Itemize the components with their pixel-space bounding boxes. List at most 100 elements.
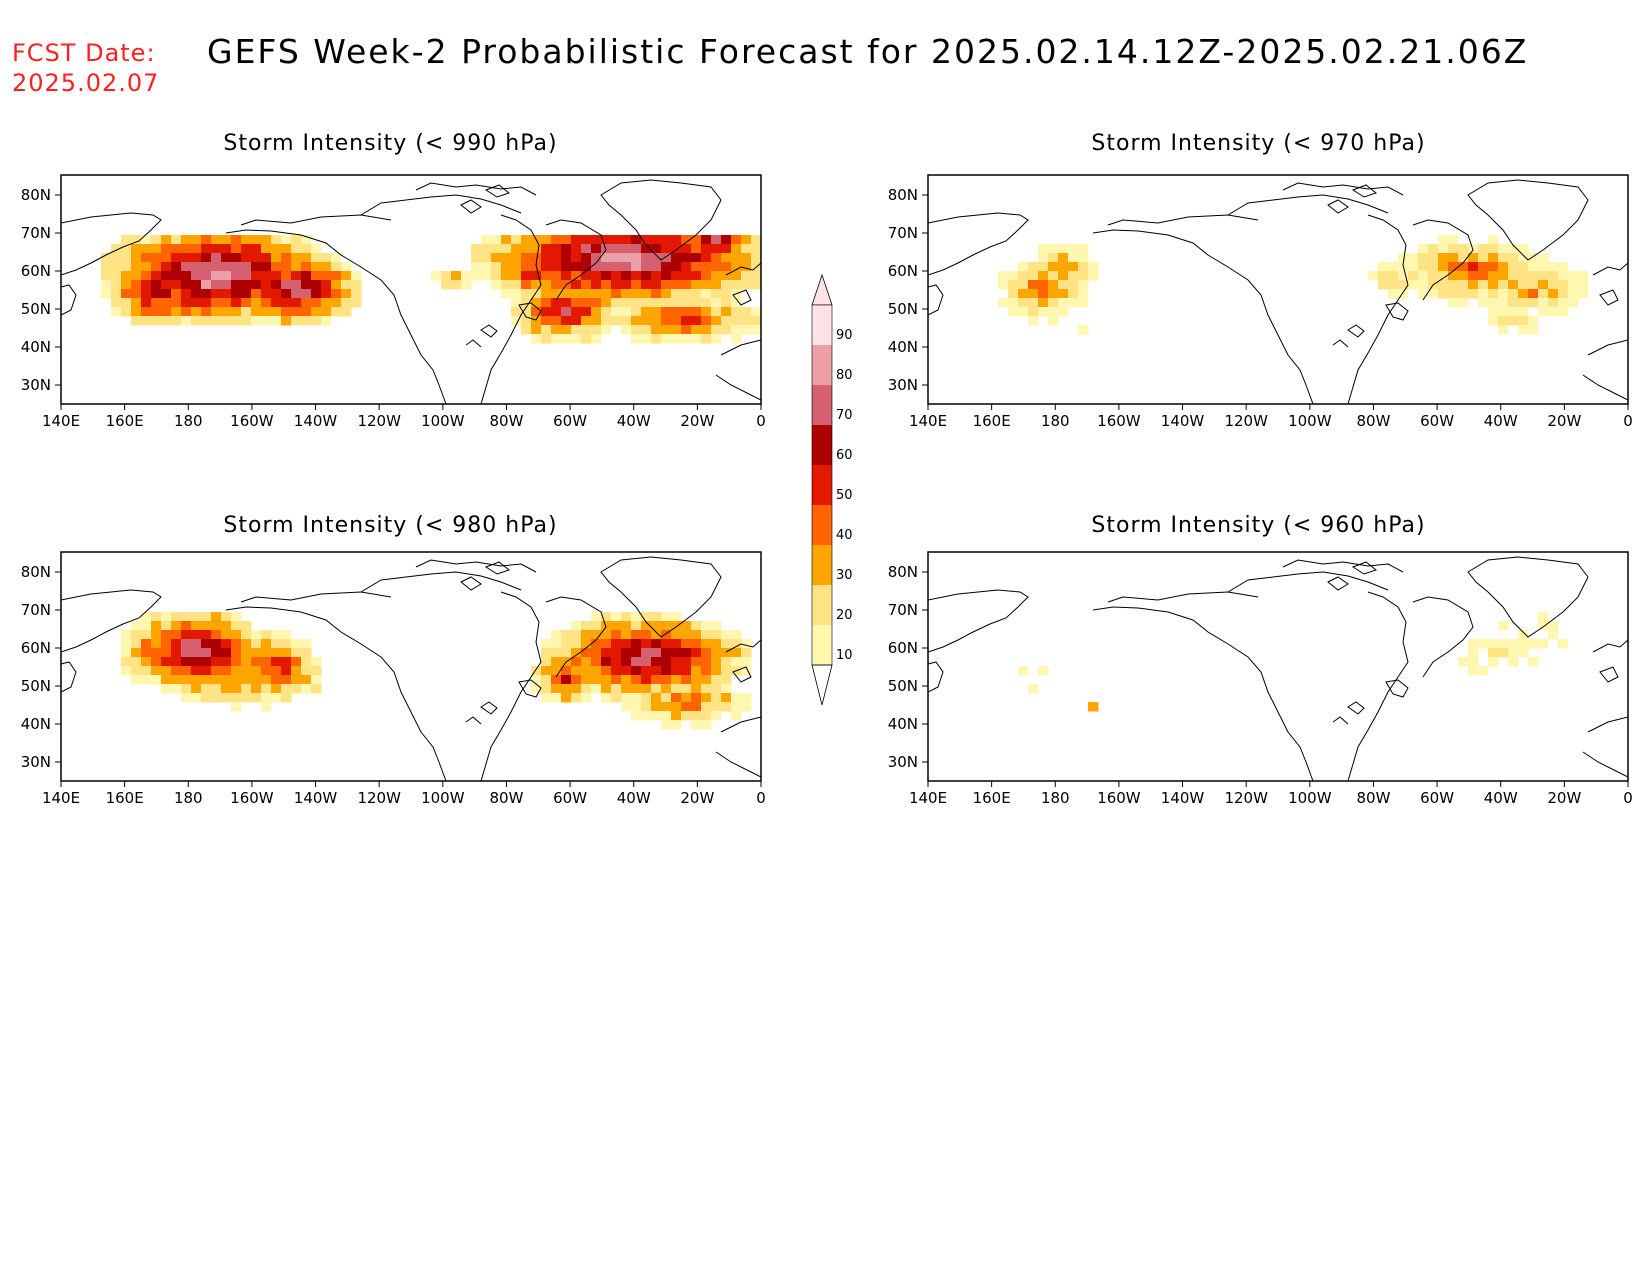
probability-cell — [711, 684, 722, 694]
lon-label: 180 — [1041, 789, 1070, 807]
probability-cell — [621, 639, 632, 649]
probability-cell — [221, 262, 232, 272]
probability-cell — [1508, 307, 1519, 317]
probability-cell — [171, 675, 182, 685]
probability-cell — [1448, 235, 1459, 245]
probability-cell — [231, 648, 242, 658]
probability-cell — [691, 711, 702, 721]
probability-cell — [151, 298, 162, 308]
probability-cell — [671, 720, 682, 730]
probability-cell — [181, 298, 192, 308]
probability-cell — [541, 666, 552, 676]
probability-cell — [611, 657, 622, 667]
probability-cell — [281, 316, 292, 326]
probability-cell — [271, 666, 282, 676]
probability-cell — [1418, 244, 1429, 254]
probability-cell — [441, 271, 452, 281]
probability-cell — [541, 316, 552, 326]
probability-cell — [201, 280, 212, 290]
probability-cell — [691, 307, 702, 317]
probability-cell — [131, 298, 142, 308]
probability-cell — [671, 648, 682, 658]
probability-cell — [221, 271, 232, 281]
probability-cell — [581, 253, 592, 263]
probability-cell — [1038, 271, 1049, 281]
probability-cell — [601, 262, 612, 272]
probability-cell — [1438, 253, 1449, 263]
probability-cell — [691, 235, 702, 245]
probability-cell — [301, 253, 312, 263]
probability-cell — [601, 280, 612, 290]
probability-cell — [161, 316, 172, 326]
probability-cell — [571, 657, 582, 667]
probability-cell — [661, 325, 672, 335]
probability-cell — [1538, 289, 1549, 299]
probability-cell — [731, 325, 742, 335]
probability-cell — [521, 271, 532, 281]
probability-cell — [741, 307, 752, 317]
probability-cell — [691, 262, 702, 272]
probability-cell — [1028, 271, 1039, 281]
panel-title-990: Storm Intensity (< 990 hPa) — [223, 131, 558, 156]
probability-cell — [631, 298, 642, 308]
probability-cell — [591, 612, 602, 622]
probability-cell — [611, 630, 622, 640]
probability-cell — [221, 648, 232, 658]
probability-cell — [351, 280, 362, 290]
probability-cell — [721, 316, 732, 326]
probability-cell — [221, 621, 232, 631]
probability-cell — [651, 289, 662, 299]
probability-cell — [141, 235, 152, 245]
probability-cell — [581, 316, 592, 326]
probability-cell — [671, 711, 682, 721]
probability-cell — [671, 289, 682, 299]
probability-cell — [651, 271, 662, 281]
probability-cell — [571, 298, 582, 308]
probability-cell — [561, 675, 572, 685]
probability-cell — [631, 244, 642, 254]
probability-cell — [641, 298, 652, 308]
probability-cell — [1548, 298, 1559, 308]
probability-cell — [161, 244, 172, 254]
probability-cell — [121, 235, 132, 245]
probability-cell — [1448, 280, 1459, 290]
probability-cell — [581, 334, 592, 344]
probability-cell — [1438, 289, 1449, 299]
probability-cell — [731, 235, 742, 245]
coastline — [240, 591, 392, 603]
probability-cell — [661, 334, 672, 344]
probability-cell — [1458, 280, 1469, 290]
probability-cell — [601, 684, 612, 694]
probability-cell — [281, 298, 292, 308]
probability-cell — [111, 298, 122, 308]
lon-label: 60W — [1420, 789, 1454, 807]
probability-cell — [221, 630, 232, 640]
probability-cell — [1048, 244, 1059, 254]
probability-cell — [1528, 289, 1539, 299]
probability-cell — [1068, 298, 1079, 308]
probability-cell — [661, 307, 672, 317]
probability-cell — [531, 666, 542, 676]
lon-label: 160W — [1097, 412, 1141, 430]
probability-cell — [251, 639, 262, 649]
probability-cell — [281, 253, 292, 263]
probability-cell — [671, 621, 682, 631]
probability-cell — [131, 262, 142, 272]
coastline — [1587, 716, 1628, 733]
lat-label: 50N — [21, 677, 51, 695]
probability-cell — [261, 630, 272, 640]
probability-cell — [521, 307, 532, 317]
probability-cell — [321, 289, 332, 299]
probability-cell — [541, 262, 552, 272]
probability-cell — [671, 316, 682, 326]
probability-cell — [561, 648, 572, 658]
probability-cell — [281, 307, 292, 317]
probability-cell — [261, 307, 272, 317]
probability-cell — [651, 235, 662, 245]
probability-cell — [211, 235, 222, 245]
lat-label: 70N — [21, 224, 51, 242]
map-frame — [927, 551, 1629, 782]
coastline — [1282, 182, 1404, 196]
probability-cell — [1518, 307, 1529, 317]
probability-cell — [1538, 298, 1549, 308]
